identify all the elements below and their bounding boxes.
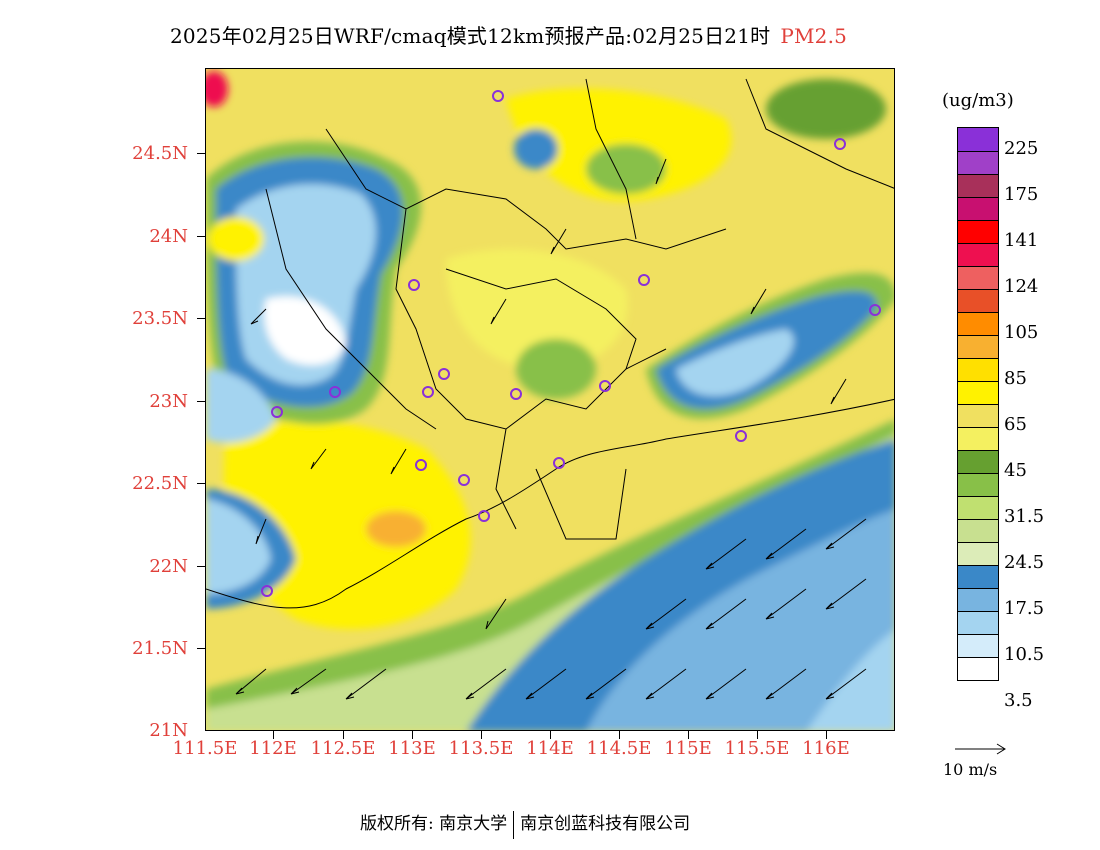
colorbar-label: 175 <box>1004 184 1039 205</box>
colorbar-label: 31.5 <box>1004 506 1045 527</box>
colorbar-swatch <box>958 358 998 381</box>
lon-label-116e: 116E <box>802 738 850 759</box>
lat-tick <box>197 648 205 649</box>
lon-tick <box>412 731 413 739</box>
lat-label-23n: 23N <box>149 391 188 412</box>
colorbar-label: 17.5 <box>1004 598 1045 619</box>
lat-tick <box>197 401 205 402</box>
lat-label-21-5n: 21.5N <box>132 638 188 659</box>
lat-label-24n: 24N <box>149 226 188 247</box>
colorbar-swatch <box>958 220 998 243</box>
lon-tick <box>273 731 274 739</box>
lon-tick <box>550 731 551 739</box>
lon-label-112-5e: 112.5E <box>310 738 376 759</box>
colorbar-label: 24.5 <box>1004 552 1045 573</box>
colorbar-label: 105 <box>1004 322 1039 343</box>
pollution-field <box>206 71 894 730</box>
colorbar <box>957 127 999 681</box>
colorbar-swatch <box>958 335 998 358</box>
colorbar-swatch <box>958 496 998 519</box>
footer-separator <box>513 810 515 839</box>
lon-label-115e: 115E <box>664 738 712 759</box>
colorbar-swatch <box>958 565 998 588</box>
colorbar-label: 85 <box>1004 368 1027 389</box>
lon-tick <box>481 731 482 739</box>
colorbar-label: 124 <box>1004 276 1039 297</box>
colorbar-swatch <box>958 174 998 197</box>
colorbar-swatch <box>958 427 998 450</box>
lat-label-22-5n: 22.5N <box>132 473 188 494</box>
lat-label-23-5n: 23.5N <box>132 308 188 329</box>
footer: 版权所有: 南京大学 南京创蓝科技有限公司 <box>360 809 690 839</box>
wind-vectors <box>235 158 867 700</box>
lon-tick <box>826 731 827 739</box>
colorbar-swatch <box>958 381 998 404</box>
lat-tick <box>197 153 205 154</box>
colorbar-swatch <box>958 151 998 174</box>
colorbar-swatch <box>958 197 998 220</box>
lat-label-24-5n: 24.5N <box>132 143 188 164</box>
colorbar-swatch <box>958 450 998 473</box>
lat-label-21n: 21N <box>149 720 188 741</box>
lat-label-22n: 22N <box>149 556 188 577</box>
footer-company: 南京创蓝科技有限公司 <box>520 814 691 834</box>
colorbar-swatch <box>958 473 998 496</box>
map-svg <box>206 69 894 730</box>
colorbar-swatch <box>958 289 998 312</box>
lon-tick <box>757 731 758 739</box>
lat-tick <box>197 483 205 484</box>
lon-tick <box>688 731 689 739</box>
colorbar-swatch <box>958 243 998 266</box>
lon-label-115-5e: 115.5E <box>724 738 790 759</box>
monitoring-stations <box>261 90 881 597</box>
lon-label-112e: 112E <box>249 738 297 759</box>
coastline <box>206 78 894 609</box>
lat-tick <box>197 236 205 237</box>
colorbar-swatch <box>958 611 998 634</box>
colorbar-swatch <box>958 404 998 427</box>
lon-label-113e: 113E <box>388 738 436 759</box>
colorbar-swatch <box>958 266 998 289</box>
title-main: 2025年02月25日WRF/cmaq模式12km预报产品:02月25日21时 <box>170 24 771 48</box>
colorbar-swatch <box>958 588 998 611</box>
lon-label-114-5e: 114.5E <box>586 738 652 759</box>
footer-copyright: 版权所有: 南京大学 <box>360 814 508 834</box>
lon-label-114e: 114E <box>526 738 574 759</box>
colorbar-label: 65 <box>1004 414 1027 435</box>
colorbar-swatch <box>958 128 998 151</box>
lat-tick <box>197 318 205 319</box>
wind-reference-label: 10 m/s <box>943 760 998 779</box>
lon-tick <box>619 731 620 739</box>
colorbar-swatch <box>958 657 998 680</box>
wind-reference-arrow-icon <box>955 743 1006 755</box>
colorbar-swatch <box>958 634 998 657</box>
colorbar-label: 45 <box>1004 460 1027 481</box>
lat-tick <box>197 566 205 567</box>
lon-label-113-5e: 113.5E <box>448 738 514 759</box>
colorbar-swatch <box>958 312 998 335</box>
colorbar-swatch <box>958 542 998 565</box>
map-title: 2025年02月25日WRF/cmaq模式12km预报产品:02月25日21时 P… <box>170 20 847 49</box>
colorbar-label: 10.5 <box>1004 644 1045 665</box>
title-variable: PM2.5 <box>780 24 848 48</box>
colorbar-label: 225 <box>1004 138 1039 159</box>
concentration-map <box>205 68 895 731</box>
colorbar-label: 141 <box>1004 230 1039 251</box>
colorbar-unit: (ug/m3) <box>942 90 1014 111</box>
lon-label-111-5e: 111.5E <box>172 738 238 759</box>
colorbar-swatch <box>958 519 998 542</box>
colorbar-label: 3.5 <box>1004 690 1033 711</box>
lon-tick <box>343 731 344 739</box>
